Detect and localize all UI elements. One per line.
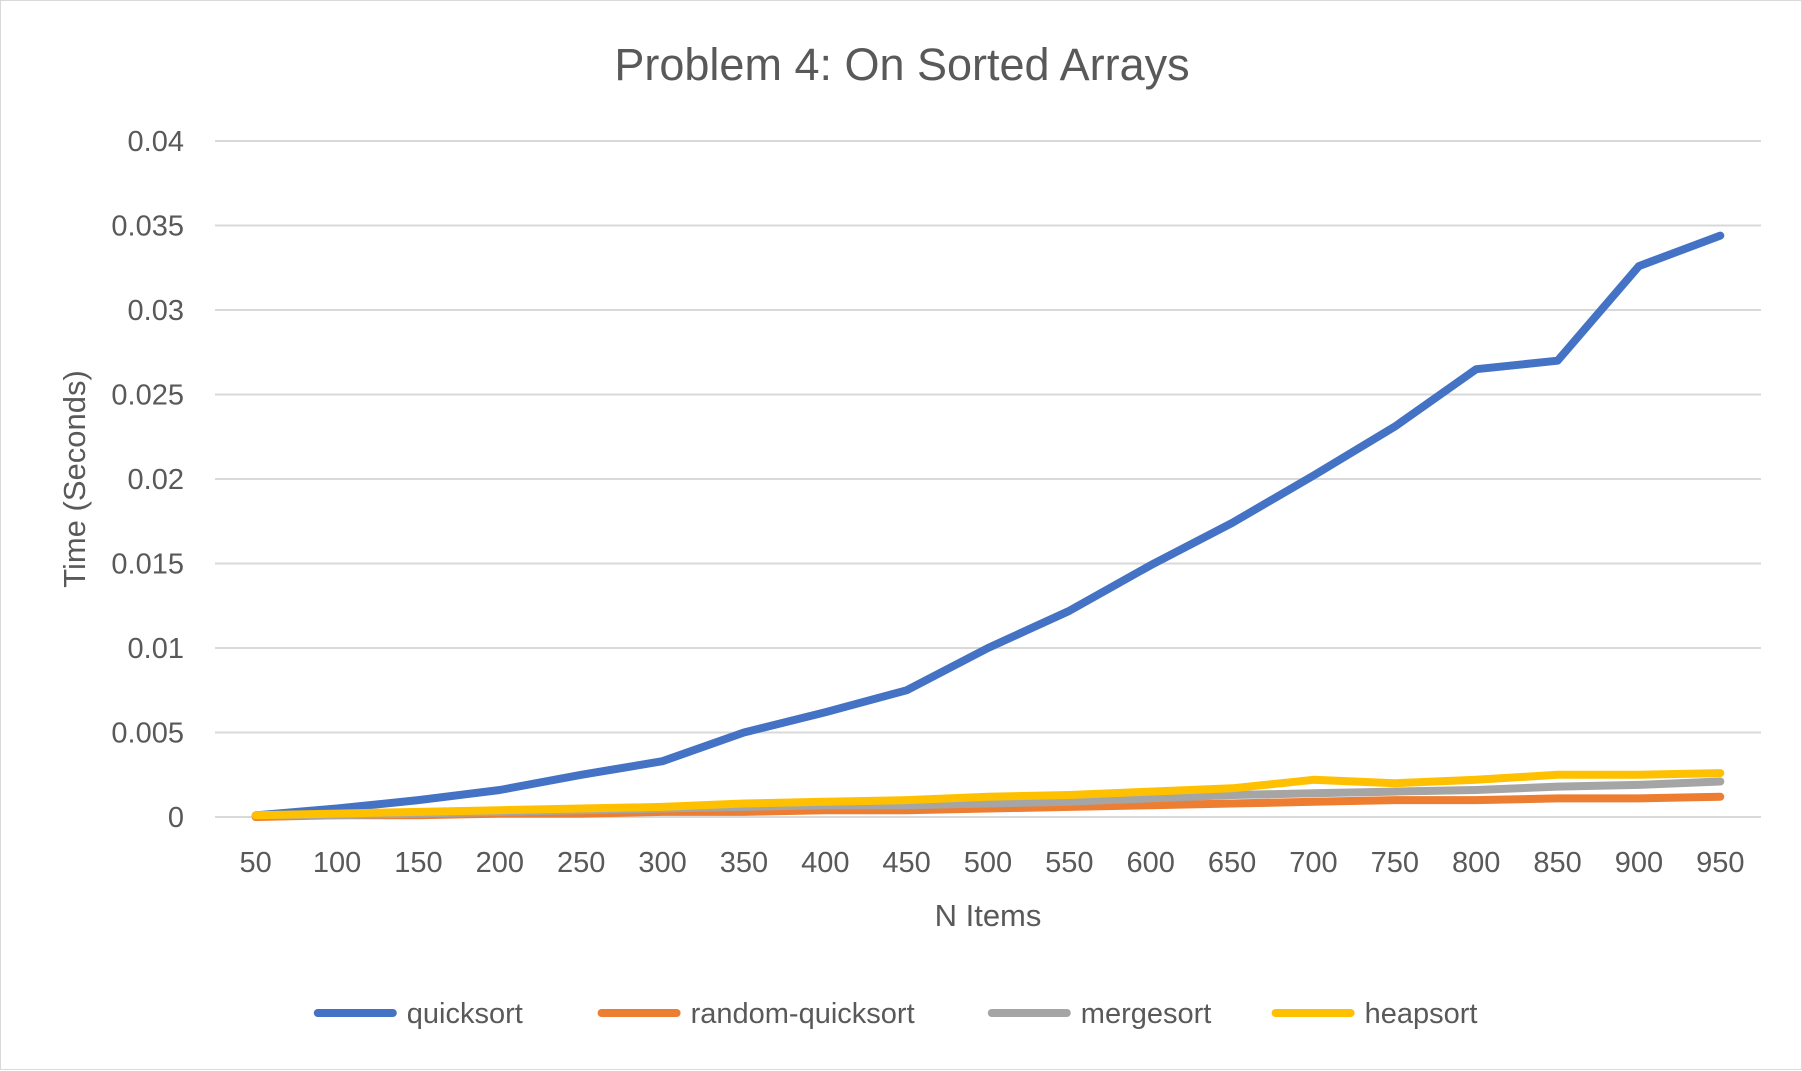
x-tick-label: 950	[1696, 847, 1744, 879]
y-tick-label: 0.025	[111, 380, 184, 412]
x-tick-label: 200	[476, 847, 524, 879]
x-axis-tick-labels: 50 100 150 200 250 300 350 400 450 500 550 600 650 70…	[240, 847, 1745, 879]
legend-label: mergesort	[1081, 998, 1212, 1030]
legend-item-quicksort: quicksort	[313, 998, 523, 1030]
y-axis-title: Time (Seconds)	[57, 370, 92, 588]
legend: quicksort random-quicksort mergesort heapso…	[313, 998, 1478, 1030]
y-tick-label: 0.04	[128, 126, 184, 158]
x-tick-label: 600	[1127, 847, 1175, 879]
y-tick-label: 0.035	[111, 211, 184, 243]
y-axis-tick-labels: 0 0.005 0.01 0.015 0.02 0.025 0.03 0.035 0.04	[111, 126, 184, 834]
legend-label: random-quicksort	[691, 998, 915, 1030]
x-tick-label: 300	[638, 847, 686, 879]
legend-label: quicksort	[407, 998, 523, 1030]
x-tick-label: 250	[557, 847, 605, 879]
y-tick-label: 0.015	[111, 549, 184, 581]
y-tick-label: 0.005	[111, 718, 184, 750]
x-tick-label: 400	[801, 847, 849, 879]
x-tick-label: 100	[313, 847, 361, 879]
y-tick-label: 0.01	[128, 633, 184, 665]
x-tick-label: 650	[1208, 847, 1256, 879]
gridlines	[215, 140, 1761, 818]
series-lines	[251, 231, 1725, 821]
legend-item-mergesort: mergesort	[987, 998, 1212, 1030]
x-tick-label: 550	[1045, 847, 1093, 879]
x-axis-title: N Items	[935, 898, 1042, 933]
legend-item-random-quicksort: random-quicksort	[597, 998, 915, 1030]
x-tick-label: 500	[964, 847, 1012, 879]
y-tick-label: 0.03	[128, 295, 184, 327]
x-tick-label: 900	[1615, 847, 1663, 879]
series-line-quicksort	[251, 231, 1725, 820]
y-tick-label: 0.02	[128, 464, 184, 496]
x-tick-label: 750	[1371, 847, 1419, 879]
x-tick-label: 850	[1533, 847, 1581, 879]
x-tick-label: 350	[720, 847, 768, 879]
x-tick-label: 450	[882, 847, 930, 879]
x-tick-label: 150	[394, 847, 442, 879]
legend-item-heapsort: heapsort	[1271, 998, 1478, 1030]
x-tick-label: 800	[1452, 847, 1500, 879]
x-tick-label: 700	[1289, 847, 1337, 879]
y-tick-label: 0	[168, 802, 184, 834]
chart-title: Problem 4: On Sorted Arrays	[614, 39, 1189, 90]
series-line-heapsort	[251, 769, 1725, 820]
legend-label: heapsort	[1365, 998, 1478, 1030]
x-tick-label: 50	[240, 847, 272, 879]
